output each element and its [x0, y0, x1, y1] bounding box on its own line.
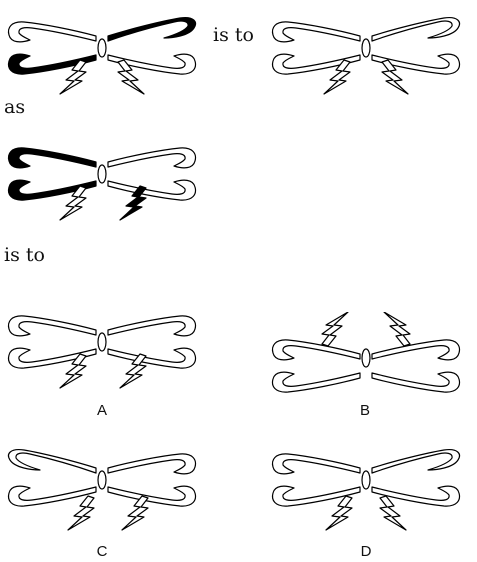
wing-upper-left: [7, 315, 97, 337]
option-a-figure[interactable]: [2, 302, 202, 392]
figure-2: [271, 17, 461, 95]
body: [97, 164, 107, 184]
lightning-right: [383, 312, 411, 347]
option-b-label[interactable]: B: [359, 402, 370, 419]
wing-lower-right: [107, 179, 197, 201]
option-c-figure[interactable]: [2, 440, 202, 540]
wing-upper-left: [7, 147, 97, 169]
wing-upper-right: [107, 17, 197, 42]
option-c-label[interactable]: C: [96, 543, 108, 560]
is-to-label-1: is to: [213, 24, 254, 46]
wing-lower-right: [371, 371, 461, 393]
option-b-figure[interactable]: [266, 312, 466, 402]
wing-upper-left: [271, 21, 361, 43]
wing-lower-left: [271, 371, 361, 393]
wing-upper-left: [7, 21, 97, 43]
option-a-label[interactable]: A: [96, 402, 107, 419]
body: [97, 332, 107, 352]
wing-upper-right: [107, 453, 197, 475]
figure-1: [7, 17, 197, 95]
is-to-label-2: is to: [4, 244, 45, 266]
lightning-left: [321, 312, 349, 347]
wing-upper-right: [371, 449, 461, 474]
wing-lower-right: [107, 485, 197, 507]
lightning-left: [325, 495, 353, 531]
lightning-right: [379, 495, 407, 531]
option-d-label[interactable]: D: [360, 543, 372, 560]
wing-upper-left: [271, 339, 361, 361]
wing-upper-right: [107, 315, 197, 337]
wing-upper-left: [271, 453, 361, 475]
body: [361, 348, 371, 368]
body: [97, 470, 107, 490]
option-d-figure[interactable]: [266, 440, 466, 540]
body: [361, 470, 371, 490]
wing-lower-right: [107, 347, 197, 369]
body: [97, 38, 107, 58]
wing-upper-right: [371, 17, 461, 42]
body: [361, 38, 371, 58]
wing-upper-left: [7, 449, 97, 474]
as-label: as: [4, 96, 26, 118]
figure-3: [7, 147, 197, 221]
lightning-left: [67, 495, 95, 531]
wing-upper-right: [371, 339, 461, 361]
wing-upper-right: [107, 147, 197, 169]
lightning-right: [121, 495, 149, 531]
